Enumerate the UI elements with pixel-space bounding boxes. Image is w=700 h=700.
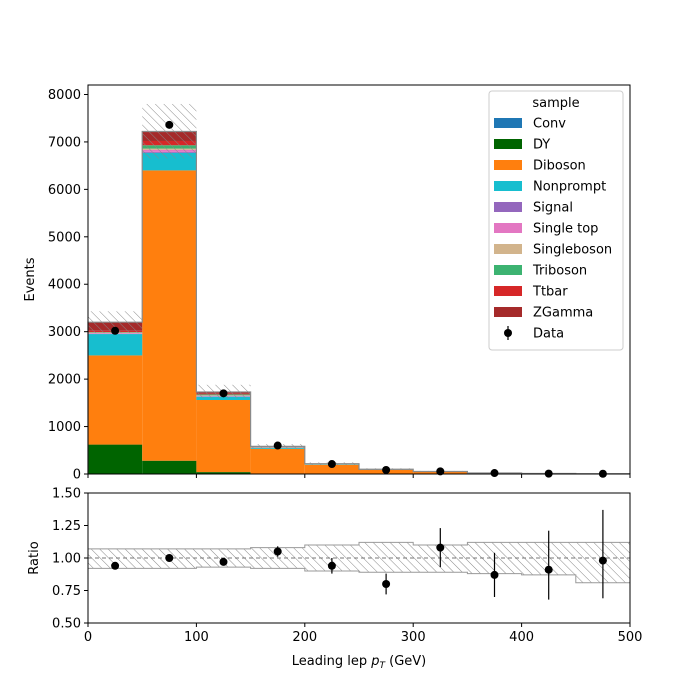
legend: sample Conv DY Diboson Nonprompt Signal Singl…: [488, 90, 624, 351]
ratio-xtick-label-2: 200: [292, 630, 317, 645]
bar-diboson-bin-4: [304, 464, 359, 474]
legend-box: [488, 90, 624, 351]
main-x-ticks: [87, 474, 631, 478]
x-axis-label-unit: (GeV): [385, 654, 426, 669]
legend-swatch-ttbar: [494, 286, 522, 296]
ratio-point-0: [111, 561, 120, 570]
legend-swatch-nonprompt: [494, 181, 522, 191]
main-y-axis-label: Events: [23, 257, 38, 301]
ratio-band-bin-0: [88, 548, 143, 569]
data-point-2: [219, 389, 228, 398]
ratio-xtick-label-3: 300: [401, 630, 426, 645]
data-point-0: [111, 326, 120, 335]
ratio-y-ticks: 0.50 0.75 1.00 1.25 1.50: [52, 487, 88, 632]
bar-diboson-bin-1: [142, 170, 197, 461]
data-point-5: [382, 465, 391, 474]
ratio-point-6: [436, 543, 445, 552]
bar-diboson-bin-2: [196, 399, 251, 473]
legend-label-conv: Conv: [533, 117, 566, 132]
ratio-point-9: [598, 556, 607, 565]
main-ytick-label-1: 1000: [48, 420, 81, 435]
data-point-4: [327, 460, 336, 469]
data-point-3: [273, 441, 282, 450]
legend-data-marker: [504, 329, 512, 337]
ratio-panel: 0.50 0.75 1.00 1.25 1.50 0 100 200 300 400 500 Ra…: [27, 487, 642, 672]
legend-swatch-signal: [494, 202, 522, 212]
ratio-x-ticks: 0 100 200 300 400 500: [84, 623, 643, 645]
ratio-points: [111, 509, 607, 600]
legend-label-zgamma: ZGamma: [533, 306, 593, 321]
ratio-band-lower-edge: [88, 566, 630, 584]
ratio-xtick-label-5: 500: [618, 630, 643, 645]
main-ytick-label-3: 3000: [48, 325, 81, 340]
legend-label-signal: Signal: [533, 201, 573, 216]
ratio-y-axis-label: Ratio: [27, 541, 42, 574]
bar-dy-bin-2: [196, 472, 251, 474]
ratio-point-8: [544, 565, 553, 574]
legend-title: sample: [532, 96, 579, 111]
ratio-axes-frame: [87, 492, 631, 624]
legend-label-triboson: Triboson: [532, 264, 587, 279]
main-ytick-label-7: 7000: [48, 135, 81, 150]
bar-nonprompt-bin-2: [196, 396, 251, 400]
legend-swatch-singleboson: [494, 244, 522, 254]
bar-dy-bin-1: [142, 460, 197, 474]
main-histogram-panel: 0 1000 2000 3000 4000 5000 6000 7000 8000 Events: [23, 84, 631, 483]
main-axes-frame: [87, 84, 631, 475]
legend-label-single-top: Single top: [533, 222, 598, 237]
x-axis-label-symbol: p: [370, 654, 379, 669]
main-ytick-label-0: 0: [73, 468, 81, 483]
main-ytick-label-6: 6000: [48, 183, 81, 198]
legend-swatch-conv: [494, 118, 522, 128]
data-point-1: [165, 120, 174, 129]
ratio-point-1: [165, 554, 174, 562]
legend-label-data: Data: [533, 327, 564, 342]
ratio-point-5: [382, 580, 391, 588]
data-point-7: [490, 469, 499, 478]
main-ytick-label-8: 8000: [48, 88, 81, 103]
ratio-ytick-label-4: 1.50: [52, 487, 81, 502]
ratio-band-bin-5: [359, 542, 414, 573]
legend-swatch-triboson: [494, 265, 522, 275]
legend-label-nonprompt: Nonprompt: [533, 180, 606, 195]
main-ytick-label-4: 4000: [48, 278, 81, 293]
ratio-xtick-label-4: 400: [509, 630, 534, 645]
x-axis-label: Leading lep pT (GeV): [292, 654, 426, 671]
bar-diboson-bin-3: [250, 448, 305, 474]
legend-label-singleboson: Singleboson: [533, 243, 612, 258]
ratio-ytick-label-3: 1.25: [52, 519, 81, 534]
ratio-point-7: [490, 570, 499, 579]
legend-label-diboson: Diboson: [533, 159, 586, 174]
ratio-xtick-label-1: 100: [184, 630, 209, 645]
ratio-ytick-label-2: 1.00: [52, 552, 81, 567]
ratio-band-upper-edge: [88, 541, 630, 550]
legend-label-ttbar: Ttbar: [532, 285, 568, 300]
x-axis-label-main: Leading lep: [292, 654, 371, 669]
ratio-ytick-label-1: 0.75: [52, 584, 81, 599]
legend-label-dy: DY: [533, 138, 550, 153]
main-ytick-label-5: 5000: [48, 230, 81, 245]
ratio-point-2: [219, 557, 228, 566]
legend-swatch-diboson: [494, 160, 522, 170]
legend-items: Conv DY Diboson Nonprompt Signal Single top Si…: [494, 117, 612, 342]
legend-swatch-single-top: [494, 223, 522, 233]
bar-diboson-bin-0: [88, 355, 143, 445]
bar-dy-bin-0: [88, 444, 143, 474]
x-axis-label-subscript: T: [379, 661, 386, 671]
legend-swatch-dy: [494, 139, 522, 149]
ratio-xtick-label-0: 0: [84, 630, 92, 645]
bar-nonprompt-bin-0: [88, 334, 143, 356]
main-y-ticks: 0 1000 2000 3000 4000 5000 6000 7000 8000: [48, 88, 88, 483]
ratio-ytick-label-0: 0.50: [52, 617, 81, 632]
ratio-point-4: [327, 561, 336, 570]
ratio-point-3: [273, 547, 282, 556]
data-point-6: [436, 467, 445, 476]
legend-swatch-zgamma: [494, 307, 522, 317]
main-ytick-label-2: 2000: [48, 373, 81, 388]
